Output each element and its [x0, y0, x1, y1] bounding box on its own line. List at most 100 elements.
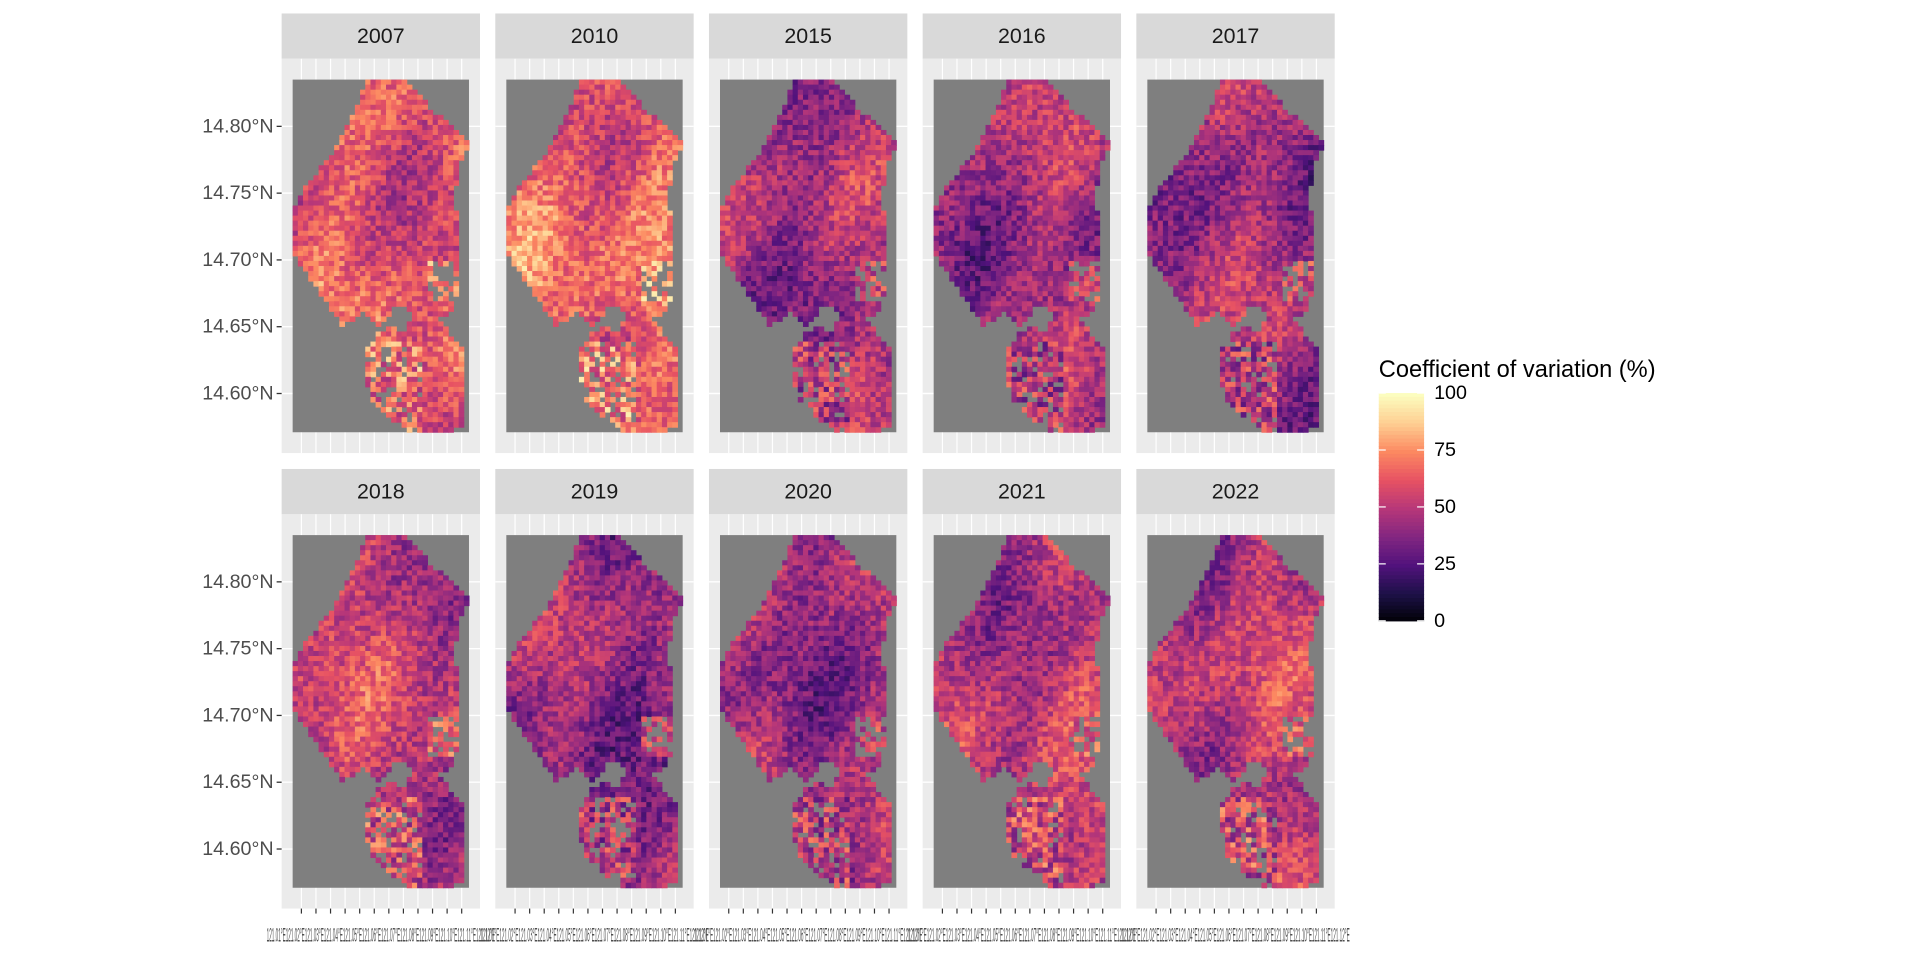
raster-cell: [402, 397, 408, 403]
raster-cell: [605, 347, 611, 353]
raster-cell: [819, 211, 825, 217]
raster-cell: [433, 417, 439, 423]
raster-cell: [756, 256, 762, 262]
raster-cell: [532, 190, 538, 196]
raster-cell: [1001, 110, 1007, 116]
raster-cell: [427, 296, 433, 302]
raster-cell: [1032, 175, 1038, 181]
raster-cell: [954, 175, 960, 181]
raster-cell: [443, 422, 449, 428]
raster-cell: [412, 407, 418, 413]
raster-cell: [422, 105, 428, 111]
raster-cell: [386, 286, 392, 292]
raster-cell: [1069, 170, 1075, 176]
raster-cell: [782, 211, 788, 217]
raster-cell: [667, 407, 673, 413]
raster-cell: [579, 130, 585, 136]
raster-cell: [584, 367, 590, 373]
raster-cell: [610, 165, 616, 171]
raster-cell: [324, 291, 330, 297]
raster-cell: [324, 236, 330, 242]
raster-cell: [574, 145, 580, 151]
raster-cell: [319, 206, 325, 212]
raster-cell: [605, 342, 611, 348]
raster-cell: [870, 331, 876, 337]
raster-cell: [860, 135, 866, 141]
raster-cell: [422, 286, 428, 292]
raster-cell: [865, 160, 871, 166]
raster-cell: [407, 251, 413, 257]
raster-cell: [813, 160, 819, 166]
raster-cell: [600, 407, 606, 413]
raster-cell: [532, 170, 538, 176]
raster-cell: [620, 180, 626, 186]
raster-cell: [370, 372, 376, 378]
raster-cell: [782, 140, 788, 146]
raster-cell: [652, 236, 658, 242]
raster-cell: [427, 180, 433, 186]
raster-cell: [870, 417, 876, 423]
raster-cell: [417, 110, 423, 116]
raster-cell: [589, 266, 595, 272]
raster-cell: [819, 160, 825, 166]
raster-cell: [553, 195, 559, 201]
raster-cell: [381, 140, 387, 146]
raster-cell: [537, 291, 543, 297]
raster-cell: [1022, 145, 1028, 151]
raster-cell: [334, 231, 340, 237]
raster-cell: [396, 150, 402, 156]
raster-cell: [803, 347, 809, 353]
raster-cell: [553, 301, 559, 307]
raster-cell: [829, 95, 835, 101]
raster-cell: [360, 236, 366, 242]
raster-cell: [324, 256, 330, 262]
raster-cell: [313, 175, 319, 181]
raster-cell: [850, 175, 856, 181]
raster-cell: [793, 311, 799, 317]
raster-cell: [548, 306, 554, 312]
raster-cell: [345, 140, 351, 146]
raster-cell: [422, 115, 428, 121]
raster-cell: [844, 427, 850, 433]
raster-cell: [574, 206, 580, 212]
raster-cell: [824, 125, 830, 131]
raster-cell: [876, 170, 882, 176]
raster-cell: [881, 417, 887, 423]
raster-cell: [870, 367, 876, 373]
raster-cell: [345, 206, 351, 212]
raster-cell: [574, 226, 580, 232]
raster-cell: [412, 271, 418, 277]
raster-cell: [386, 100, 392, 106]
raster-cell: [646, 155, 652, 161]
raster-cell: [813, 195, 819, 201]
raster-cell: [793, 362, 799, 368]
raster-cell: [991, 155, 997, 161]
raster-cell: [730, 201, 736, 207]
raster-cell: [594, 241, 600, 247]
raster-cell: [1006, 155, 1012, 161]
raster-cell: [345, 211, 351, 217]
raster-cell: [777, 206, 783, 212]
raster-cell: [443, 160, 449, 166]
raster-cell: [522, 271, 528, 277]
raster-cell: [569, 201, 575, 207]
raster-cell: [870, 362, 876, 368]
raster-cell: [417, 190, 423, 196]
raster-cell: [636, 311, 642, 317]
raster-cell: [443, 261, 449, 267]
raster-cell: [298, 201, 304, 207]
raster-cell: [1001, 125, 1007, 131]
raster-cell: [813, 261, 819, 267]
raster-cell: [376, 135, 382, 141]
raster-cell: [1084, 180, 1090, 186]
raster-cell: [787, 130, 793, 136]
raster-cell: [313, 266, 319, 272]
raster-cell: [787, 110, 793, 116]
raster-cell: [839, 246, 845, 252]
raster-cell: [605, 185, 611, 191]
raster-cell: [569, 216, 575, 222]
raster-cell: [527, 256, 533, 262]
raster-cell: [345, 231, 351, 237]
raster-cell: [391, 241, 397, 247]
raster-cell: [886, 387, 892, 393]
